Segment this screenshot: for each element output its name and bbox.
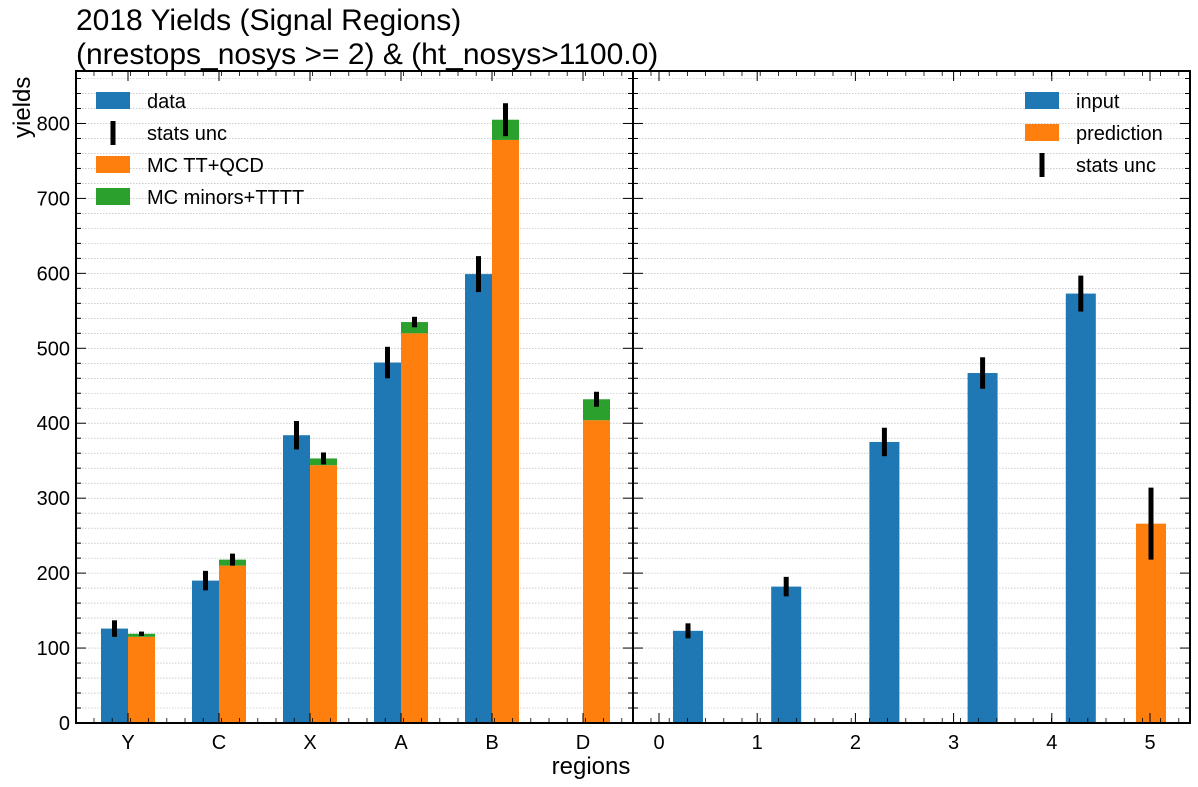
legend-label: MC minors+TTTT — [147, 187, 304, 209]
legend-swatch — [96, 156, 130, 173]
bar-mc-minors-tttt — [583, 399, 610, 421]
y-tick-label: 600 — [37, 263, 70, 285]
x-tick-label: 1 — [752, 732, 763, 754]
legend-swatch — [96, 188, 130, 205]
bar-mc-minors-tttt — [401, 322, 428, 334]
legend-label: MC TT+QCD — [147, 155, 264, 177]
bar-input — [869, 441, 900, 723]
x-axis-label: regions — [552, 753, 631, 780]
bar-mc-tt-qcd — [492, 139, 519, 723]
x-tick-label: 3 — [948, 732, 959, 754]
bar-mc-tt-qcd — [583, 420, 610, 723]
y-tick-label: 0 — [59, 713, 70, 735]
x-tick-label: 5 — [1144, 732, 1155, 754]
bar-mc-tt-qcd — [310, 465, 337, 723]
bar-data — [374, 362, 401, 723]
x-tick-label: D — [576, 732, 590, 754]
y-tick-label: 400 — [37, 413, 70, 435]
legend-swatch — [1025, 92, 1059, 109]
x-tick-label: B — [485, 732, 498, 754]
bar-input — [673, 630, 703, 723]
panel-frame — [632, 70, 1191, 724]
y-tick-label: 500 — [37, 338, 70, 360]
legend-label: stats unc — [1076, 155, 1156, 177]
bar-input — [1065, 293, 1096, 723]
axes-layer: 0 100 200 300 400 500 600 700 800 Y C X A B D 0 1 2 3 4 5 — [37, 70, 1191, 754]
bar-input — [967, 373, 998, 723]
x-tick-label: 4 — [1046, 732, 1057, 754]
chart-title-line1: 2018 Yields (Signal Regions) — [76, 4, 461, 37]
legend-swatch — [1025, 124, 1059, 141]
x-tick-label: X — [303, 732, 316, 754]
errorbar-layer — [112, 103, 1154, 639]
bar-data — [101, 628, 128, 723]
legend-label: data — [147, 91, 187, 113]
y-tick-label: 100 — [37, 638, 70, 660]
bar-mc-tt-qcd — [219, 565, 246, 723]
x-tick-label: Y — [121, 732, 134, 754]
legend-label: prediction — [1076, 123, 1163, 145]
x-tick-label: C — [212, 732, 226, 754]
bar-mc-tt-qcd — [401, 333, 428, 723]
legend-label: stats unc — [147, 123, 227, 145]
bar-mc-tt-qcd — [128, 636, 155, 723]
y-axis-label: yields — [9, 77, 36, 138]
legend-layer: data stats unc MC TT+QCD MC minors+TTTT inpu… — [96, 91, 1163, 209]
y-tick-label: 700 — [37, 188, 70, 210]
y-tick-label: 300 — [37, 488, 70, 510]
y-tick-label: 200 — [37, 563, 70, 585]
bar-data — [192, 580, 219, 723]
y-tick-label: 800 — [37, 113, 70, 135]
x-tick-label: A — [394, 732, 408, 754]
chart-title-line2: (nrestops_nosys >= 2) & (ht_nosys>1100.0… — [76, 38, 658, 71]
bar-data — [283, 435, 310, 723]
x-tick-label: 2 — [850, 732, 861, 754]
bar-data — [465, 274, 492, 723]
legend-label: input — [1076, 91, 1120, 113]
bar-input — [771, 586, 802, 723]
legend-swatch — [96, 92, 130, 109]
x-tick-label: 0 — [653, 732, 664, 754]
